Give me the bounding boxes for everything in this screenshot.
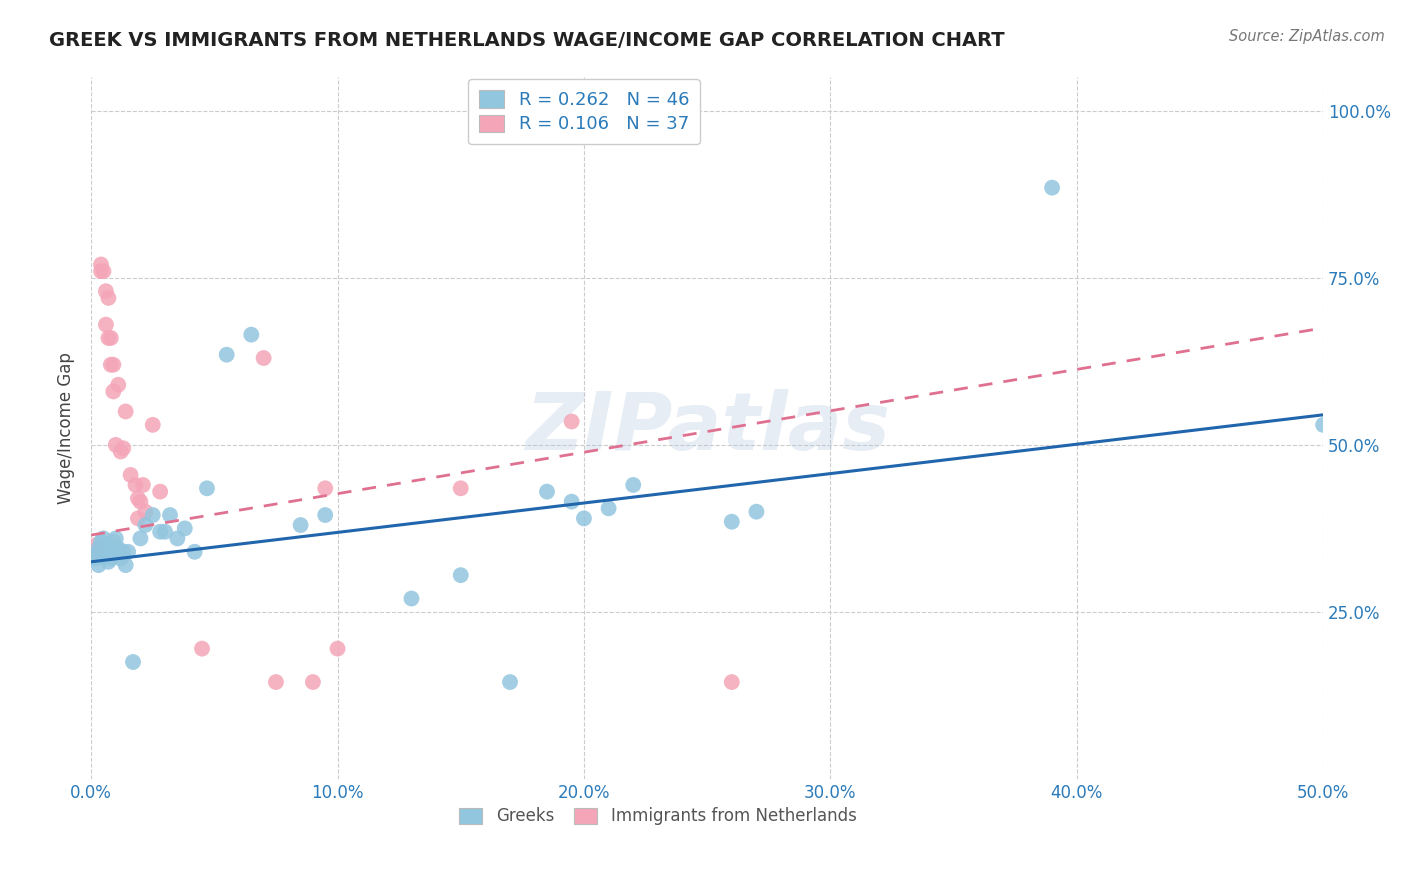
Point bbox=[94, 284, 117, 298]
Point bbox=[110, 444, 132, 458]
Text: GREEK VS IMMIGRANTS FROM NETHERLANDS WAGE/INCOME GAP CORRELATION CHART: GREEK VS IMMIGRANTS FROM NETHERLANDS WAG… bbox=[49, 31, 1005, 50]
Point bbox=[142, 417, 165, 432]
Point bbox=[499, 675, 522, 690]
Point bbox=[103, 358, 125, 372]
Point bbox=[112, 545, 135, 559]
Point bbox=[90, 534, 112, 549]
Point bbox=[83, 548, 105, 562]
Point bbox=[215, 348, 238, 362]
Point bbox=[290, 518, 312, 533]
Point bbox=[103, 534, 125, 549]
Point bbox=[720, 515, 742, 529]
Point bbox=[159, 508, 181, 522]
Point bbox=[561, 415, 583, 429]
Text: Source: ZipAtlas.com: Source: ZipAtlas.com bbox=[1229, 29, 1385, 44]
Point bbox=[94, 545, 117, 559]
Point bbox=[264, 675, 287, 690]
Point bbox=[149, 484, 172, 499]
Point bbox=[120, 467, 142, 482]
Point bbox=[191, 641, 214, 656]
Point bbox=[314, 508, 336, 522]
Point bbox=[112, 441, 135, 455]
Point bbox=[83, 548, 105, 562]
Point bbox=[84, 551, 107, 566]
Point bbox=[127, 511, 149, 525]
Point bbox=[536, 484, 558, 499]
Point bbox=[104, 545, 127, 559]
Point bbox=[87, 558, 110, 573]
Point bbox=[1040, 180, 1063, 194]
Point bbox=[240, 327, 263, 342]
Point bbox=[97, 555, 120, 569]
Point bbox=[302, 675, 325, 690]
Point bbox=[134, 505, 156, 519]
Point bbox=[195, 481, 218, 495]
Point bbox=[107, 541, 129, 556]
Point bbox=[100, 358, 122, 372]
Point bbox=[1312, 417, 1334, 432]
Point bbox=[124, 478, 146, 492]
Point bbox=[129, 494, 152, 508]
Point bbox=[450, 568, 472, 582]
Point bbox=[104, 532, 127, 546]
Y-axis label: Wage/Income Gap: Wage/Income Gap bbox=[58, 352, 75, 504]
Point bbox=[90, 258, 112, 272]
Point bbox=[84, 538, 107, 552]
Point bbox=[87, 541, 110, 556]
Point bbox=[94, 318, 117, 332]
Point bbox=[93, 264, 115, 278]
Point bbox=[149, 524, 172, 539]
Point bbox=[572, 511, 595, 525]
Point bbox=[107, 377, 129, 392]
Point bbox=[103, 384, 125, 399]
Point bbox=[114, 404, 136, 418]
Point bbox=[142, 508, 165, 522]
Point bbox=[253, 351, 276, 365]
Point bbox=[100, 551, 122, 566]
Point bbox=[127, 491, 149, 506]
Point bbox=[720, 675, 742, 690]
Point bbox=[153, 524, 176, 539]
Point bbox=[745, 505, 768, 519]
Point bbox=[93, 532, 115, 546]
Point bbox=[114, 558, 136, 573]
Point bbox=[110, 551, 132, 566]
Point bbox=[450, 481, 472, 495]
Legend: Greeks, Immigrants from Netherlands: Greeks, Immigrants from Netherlands bbox=[451, 799, 865, 834]
Point bbox=[621, 478, 644, 492]
Point bbox=[314, 481, 336, 495]
Point bbox=[561, 494, 583, 508]
Point bbox=[326, 641, 349, 656]
Point bbox=[100, 331, 122, 345]
Point bbox=[117, 545, 139, 559]
Point bbox=[90, 264, 112, 278]
Point bbox=[97, 538, 120, 552]
Point bbox=[401, 591, 423, 606]
Point bbox=[93, 541, 115, 556]
Point bbox=[134, 518, 156, 533]
Point bbox=[166, 532, 188, 546]
Point bbox=[104, 438, 127, 452]
Point bbox=[598, 501, 620, 516]
Point bbox=[129, 532, 152, 546]
Point bbox=[183, 545, 205, 559]
Point bbox=[132, 478, 155, 492]
Point bbox=[97, 331, 120, 345]
Point bbox=[122, 655, 145, 669]
Text: ZIPatlas: ZIPatlas bbox=[524, 389, 890, 467]
Point bbox=[173, 521, 195, 535]
Point bbox=[97, 291, 120, 305]
Point bbox=[87, 541, 110, 556]
